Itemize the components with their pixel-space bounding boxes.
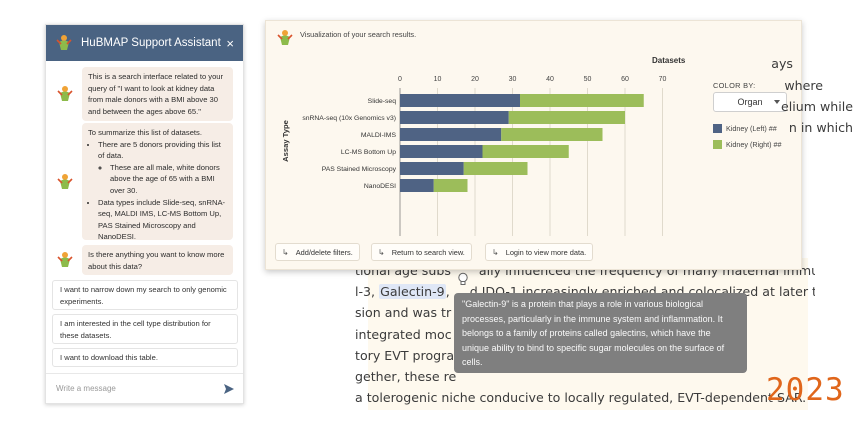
category-label: snRNA-seq (10x Genomics v3) (302, 115, 396, 122)
x-tick-label: 0 (398, 76, 402, 83)
category-label: LC-MS Bottom Up (341, 149, 396, 156)
document-line-fragment: elium while (780, 98, 853, 114)
x-tick-label: 10 (434, 76, 442, 83)
assistant-message: Is there anything you want to know more … (56, 245, 233, 275)
assistant-avatar-icon (57, 252, 73, 267)
message-bubble: To summarize this list of datasets. Ther… (82, 123, 233, 243)
hubmap-logo-icon (56, 35, 72, 50)
viz-header: Visualization of your search results. (276, 29, 416, 47)
hubmap-logo-icon (277, 30, 293, 45)
return-arrow-icon: ↳ (282, 247, 289, 257)
color-by-value: Organ (737, 97, 763, 107)
summary-sub-bullet: These are all male, white donors above t… (110, 162, 227, 197)
return-arrow-icon: ↳ (492, 247, 499, 257)
bar-segment (482, 145, 569, 158)
legend-item-kidney-right: Kidney (Right) ## (713, 140, 782, 149)
bar-segment (508, 111, 625, 124)
chat-title: HuBMAP Support Assistant (81, 37, 221, 49)
x-tick-label: 60 (621, 76, 629, 83)
suggestion-download[interactable]: I want to download this table. (52, 348, 238, 367)
button-label: Add/delete filters. (295, 247, 353, 257)
return-to-search-button[interactable]: ↳ Return to search view. (371, 243, 472, 261)
document-line-fragment: where (784, 77, 823, 93)
document-line: tory EVT progra (355, 347, 455, 363)
button-label: Login to view more data. (505, 247, 587, 257)
message-bubble: Is there anything you want to know more … (82, 245, 233, 275)
bar-segment (400, 111, 509, 124)
x-tick-label: 40 (546, 76, 554, 83)
suggestion-genomic[interactable]: I want to narrow down my search to only … (52, 280, 238, 310)
dataset-bar-chart: Datasets Assay Type 0 10 20 30 40 50 60 70 Slide-s… (281, 56, 686, 236)
category-label: Slide-seq (368, 98, 397, 105)
x-tick-label: 30 (509, 76, 517, 83)
color-by-label: COLOR BY: (713, 81, 756, 90)
document-line: sion and was tr (355, 305, 452, 321)
y-axis-label: Assay Type (281, 120, 290, 162)
summary-bullet: Data types include Slide-seq, snRNA-seq,… (98, 197, 227, 243)
document-line-fragment: ays (771, 56, 793, 72)
summary-intro: To summarize this list of datasets. (88, 128, 202, 137)
bar-segment (501, 128, 603, 141)
bar-segment (400, 162, 464, 175)
bar-segment (463, 162, 528, 175)
support-chat-panel: HuBMAP Support Assistant × This is a sea… (45, 24, 244, 404)
legend-label: Kidney (Right) ## (726, 140, 782, 149)
bar-segment (400, 128, 502, 141)
bar-segment (520, 94, 644, 107)
category-label: MALDI-IMS (361, 132, 397, 139)
assistant-avatar-icon (57, 86, 73, 101)
assistant-message: This is a search interface related to yo… (56, 67, 233, 121)
x-tick-label: 50 (584, 76, 592, 83)
document-line: integrated moc (355, 326, 452, 342)
chevron-down-icon (774, 100, 780, 104)
category-label: NanoDESI (364, 183, 396, 190)
chart-title: Datasets (652, 56, 686, 65)
assistant-avatar-icon (57, 173, 73, 189)
button-label: Return to search view. (391, 247, 465, 257)
category-label: PAS Stained Microscopy (322, 166, 397, 173)
bar-segment (400, 145, 483, 158)
visualization-panel: Visualization of your search results. Da… (265, 20, 802, 270)
send-icon[interactable] (223, 383, 235, 395)
login-to-view-more-button[interactable]: ↳ Login to view more data. (485, 243, 594, 261)
chat-header: HuBMAP Support Assistant × (46, 25, 243, 61)
legend-label: Kidney (Left) ## (726, 124, 777, 133)
legend-item-kidney-left: Kidney (Left) ## (713, 124, 777, 133)
document-line: a tolerogenic niche conducive to locally… (355, 390, 807, 406)
term-tooltip: "Galectin-9" is a protein that plays a r… (454, 293, 747, 373)
document-line: gether, these re (355, 368, 457, 384)
x-tick-label: 20 (471, 76, 479, 83)
legend-swatch (713, 124, 722, 133)
bar-segment (433, 179, 468, 192)
color-by-select[interactable]: Organ (713, 92, 787, 112)
bar-segment (400, 94, 520, 107)
chat-input-bar (46, 373, 243, 403)
x-tick-label: 70 (659, 76, 667, 83)
close-icon[interactable]: × (226, 35, 234, 51)
summary-bullet: There are 5 donors providing this list o… (98, 139, 221, 161)
assistant-message: To summarize this list of datasets. Ther… (56, 123, 233, 243)
lightbulb-icon[interactable] (456, 272, 470, 286)
document-line-fragment: n in which (788, 120, 853, 135)
year-label: 2023 (766, 372, 845, 408)
suggestion-cell-type[interactable]: I am interested in the cell type distrib… (52, 314, 238, 344)
bar-segment (400, 179, 434, 192)
message-input[interactable] (54, 383, 223, 394)
message-bubble: This is a search interface related to yo… (82, 67, 233, 121)
viz-caption: Visualization of your search results. (300, 29, 417, 39)
legend-swatch (713, 140, 722, 149)
return-arrow-icon: ↳ (378, 247, 385, 257)
add-delete-filters-button[interactable]: ↳ Add/delete filters. (275, 243, 360, 261)
